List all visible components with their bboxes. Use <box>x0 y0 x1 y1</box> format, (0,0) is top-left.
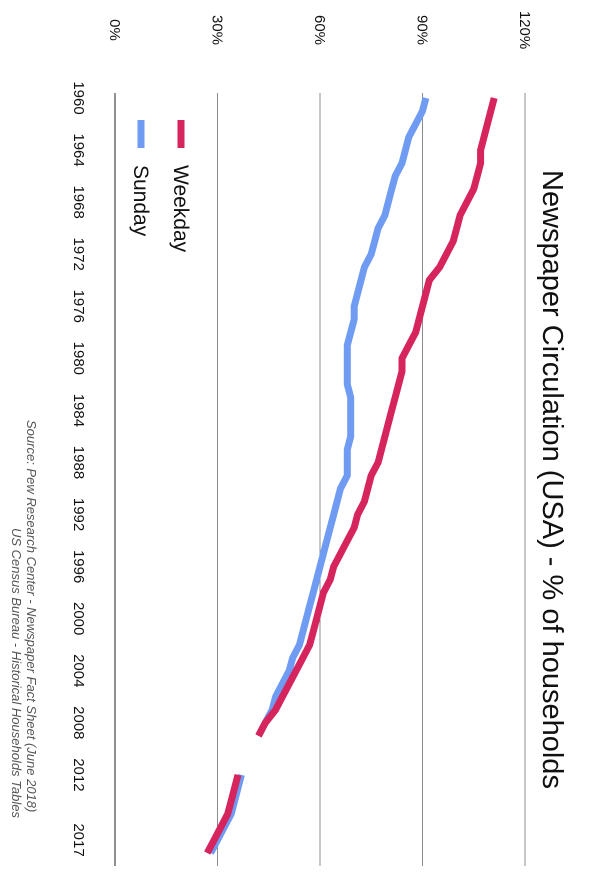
x-tick-label: 2012 <box>70 758 87 791</box>
series-lines <box>204 97 498 855</box>
x-tick-label: 1980 <box>70 342 87 375</box>
tick-labels: 0% 30% 60% 90% 120% 1960 1964 1968 1972 1976 1980 1… <box>70 11 533 857</box>
x-tick-label: 2017 <box>70 823 87 856</box>
x-tick-label: 1968 <box>70 185 87 218</box>
legend-weekday-label: Weekday <box>169 165 192 253</box>
series-line-weekday-segment-2 <box>204 774 242 855</box>
x-tick-label: 1960 <box>70 81 87 114</box>
source-line-2: US Census Bureau - Historical Households… <box>9 528 24 818</box>
x-tick-label: 1964 <box>70 133 87 166</box>
x-tick-label: 2000 <box>70 602 87 635</box>
x-tick-label: 1992 <box>70 498 87 531</box>
x-tick-label: 1996 <box>70 550 87 583</box>
legend-sunday-label: Sunday <box>129 165 152 237</box>
x-tick-label: 2004 <box>70 654 87 687</box>
y-tick-label: 30% <box>209 15 226 45</box>
x-tick-label: 1976 <box>70 290 87 323</box>
x-tick-label: 2008 <box>70 706 87 739</box>
x-tick-label: 1988 <box>70 446 87 479</box>
y-tick-label: 90% <box>414 15 431 45</box>
series-line-sunday-segment-1 <box>255 97 430 738</box>
y-tick-label: 120% <box>516 11 533 49</box>
series-line-weekday-segment-1 <box>255 97 498 738</box>
gridlines <box>217 93 526 866</box>
chart-title: Newspaper Circulation (USA) - % of house… <box>536 170 568 789</box>
y-tick-label: 60% <box>311 15 328 45</box>
x-tick-label: 1984 <box>70 394 87 427</box>
legend: Weekday Sunday <box>129 120 192 253</box>
x-tick-label: 1972 <box>70 238 87 271</box>
y-tick-label: 0% <box>106 19 123 41</box>
source-line-1: Source: Pew Research Center - Newspaper … <box>24 420 39 812</box>
